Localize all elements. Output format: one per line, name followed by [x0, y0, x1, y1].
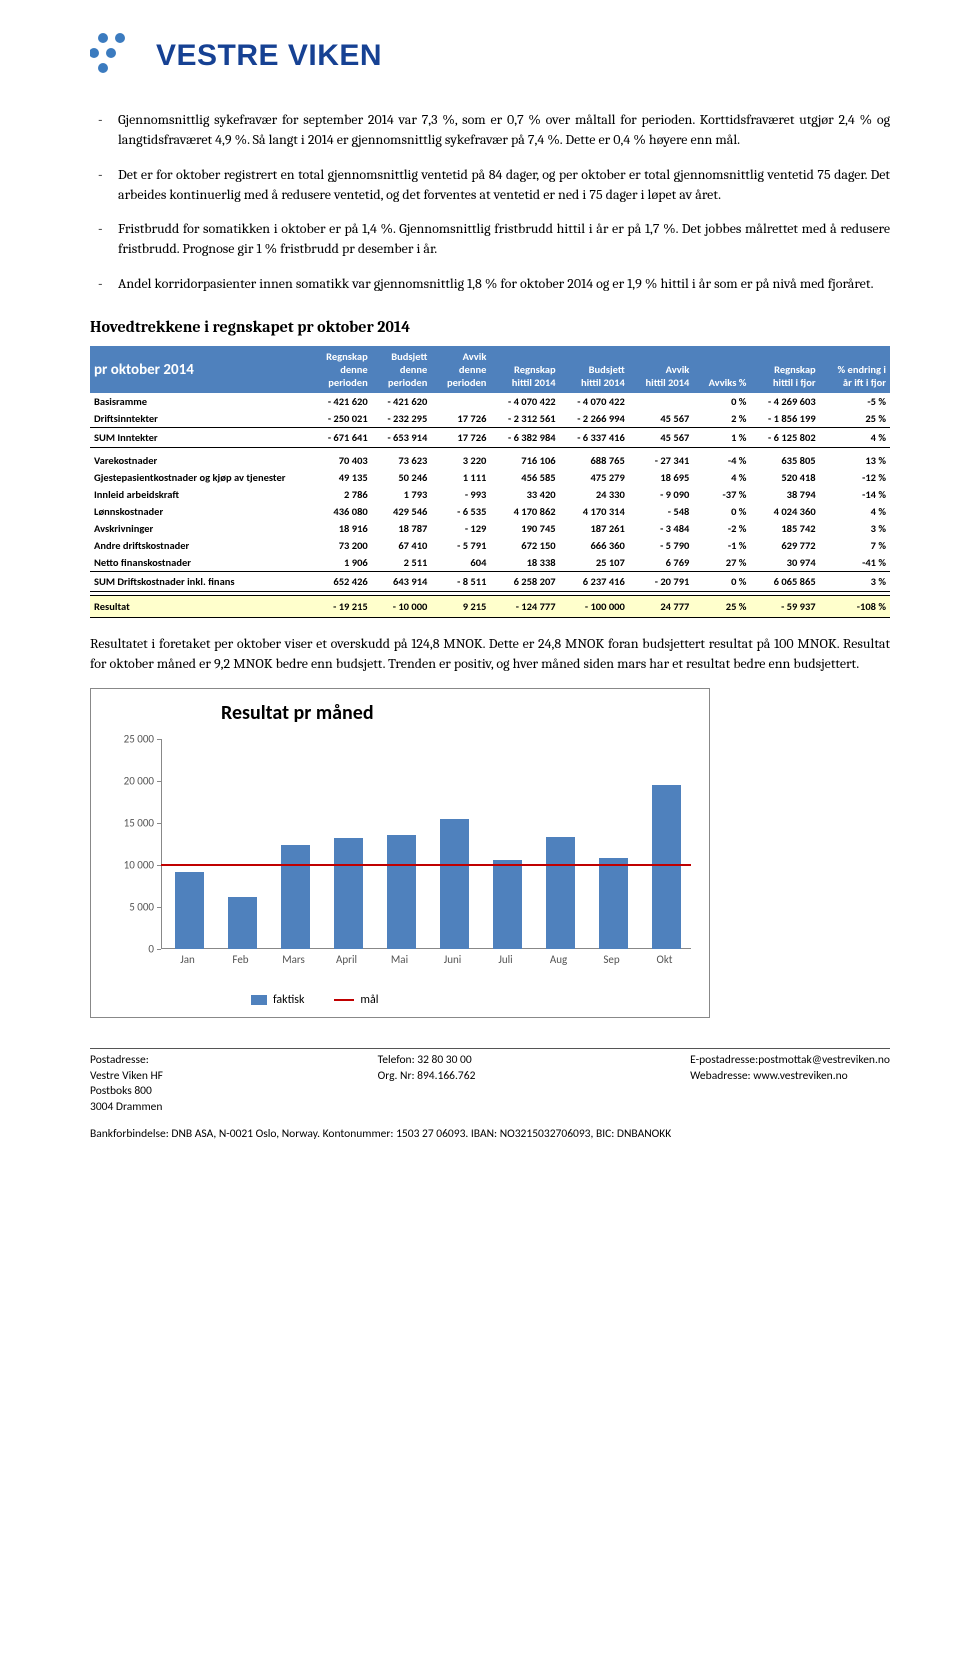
chart-ytick: 10 000	[106, 859, 154, 872]
finance-table: pr oktober 2014 Regnskapdenneperioden Bu…	[90, 346, 890, 618]
page-footer: Postadresse: Vestre Viken HF Postboks 80…	[90, 1048, 890, 1143]
bullet-item: Andel korridorpasienter innen somatikk v…	[90, 274, 890, 294]
col-header: Budsjettdenneperioden	[372, 346, 432, 393]
chart-ytick: 15 000	[106, 817, 154, 830]
footer-col-web: E-postadresse:postmottak@vestreviken.no …	[690, 1053, 890, 1115]
table-row: Gjestepasientkostnader og kjøp av tjenes…	[90, 469, 890, 486]
table-row: SUM Driftskostnader inkl. finans652 4266…	[90, 571, 890, 591]
chart-bar	[440, 819, 469, 949]
chart-ytick: 25 000	[106, 733, 154, 746]
chart-xlabel: Sep	[603, 953, 619, 966]
chart-xlabel: Mars	[282, 953, 305, 966]
chart-bar	[652, 785, 681, 950]
bullet-item: Gjennomsnittlig sykefravær for september…	[90, 110, 890, 151]
table-row: SUM Inntekter- 671 641- 653 91417 726- 6…	[90, 428, 890, 448]
chart-goal-line	[161, 864, 691, 866]
table-row: Innleid arbeidskraft2 7861 793- 99333 42…	[90, 486, 890, 503]
chart-xlabel: Feb	[232, 953, 248, 966]
col-header: Regnskaphittil i fjor	[750, 346, 819, 393]
chart-xlabel: Mai	[391, 953, 408, 966]
chart-title: Resultat pr måned	[221, 701, 374, 725]
col-header: Regnskaphittil 2014	[490, 346, 559, 393]
table-title: pr oktober 2014	[90, 346, 310, 393]
chart-ytick: 5 000	[106, 901, 154, 914]
col-header: Avviks %	[693, 346, 750, 393]
table-row: Varekostnader70 40373 6233 220716 106688…	[90, 452, 890, 469]
col-header: Regnskapdenneperioden	[310, 346, 372, 393]
chart-xlabel: Juni	[444, 953, 462, 966]
legend-label: mål	[360, 993, 378, 1007]
chart-bar	[281, 845, 310, 949]
table-row: Avskrivninger18 91618 787- 129190 745187…	[90, 520, 890, 537]
table-row: Andre driftskostnader73 20067 410- 5 791…	[90, 537, 890, 554]
bullet-list: Gjennomsnittlig sykefravær for september…	[90, 110, 890, 294]
legend-mal: mål	[334, 993, 378, 1007]
col-header: % endring iår ift i fjor	[820, 346, 890, 393]
chart-xlabel: Jan	[180, 953, 195, 966]
bullet-item: Det er for oktober registrert en total g…	[90, 165, 890, 206]
logo-dots-icon	[90, 30, 142, 82]
after-table-text: Resultatet i foretaket per oktober viser…	[90, 634, 890, 675]
chart-xlabel: Okt	[657, 953, 673, 966]
chart-ytick: 20 000	[106, 775, 154, 788]
footer-col-address: Postadresse: Vestre Viken HF Postboks 80…	[90, 1053, 163, 1115]
table-row: Basisramme- 421 620- 421 620- 4 070 422-…	[90, 393, 890, 410]
chart-bar	[387, 835, 416, 949]
section-heading: Hovedtrekkene i regnskapet pr oktober 20…	[90, 318, 890, 336]
table-row: Driftsinntekter- 250 021- 232 29517 726-…	[90, 410, 890, 428]
legend-label: faktisk	[273, 993, 304, 1007]
legend-faktisk: faktisk	[251, 993, 304, 1007]
col-header: Avvikhittil 2014	[629, 346, 694, 393]
table-row: Netto finanskostnader1 9062 51160418 338…	[90, 554, 890, 572]
col-header: Avvikdenneperioden	[431, 346, 490, 393]
chart-ytick: 0	[106, 943, 154, 956]
chart-xlabel: Aug	[550, 953, 567, 966]
chart-bar	[228, 897, 257, 949]
chart-bar	[599, 858, 628, 949]
chart-xlabel: Juli	[498, 953, 512, 966]
footer-col-contact: Telefon: 32 80 30 00 Org. Nr: 894.166.76…	[378, 1053, 476, 1115]
chart-xlabel: April	[336, 953, 357, 966]
logo-text: VESTRE VIKEN	[156, 39, 382, 73]
chart-bar	[546, 837, 575, 950]
chart-bar	[175, 872, 204, 949]
table-row: Lønnskostnader436 080429 546- 6 5354 170…	[90, 503, 890, 520]
table-row: Resultat- 19 215- 10 0009 215- 124 777- …	[90, 595, 890, 617]
chart-bar	[334, 838, 363, 949]
chart-bar	[493, 860, 522, 949]
logo: VESTRE VIKEN	[90, 30, 890, 82]
footer-bank: Bankforbindelse: DNB ASA, N-0021 Oslo, N…	[90, 1127, 890, 1143]
bullet-item: Fristbrudd for somatikken i oktober er p…	[90, 219, 890, 260]
result-chart: Resultat pr måned 0 5 000 10 000 15 000 20 0…	[90, 688, 710, 1018]
chart-legend: faktisk mål	[251, 993, 379, 1007]
col-header: Budsjetthittil 2014	[560, 346, 629, 393]
